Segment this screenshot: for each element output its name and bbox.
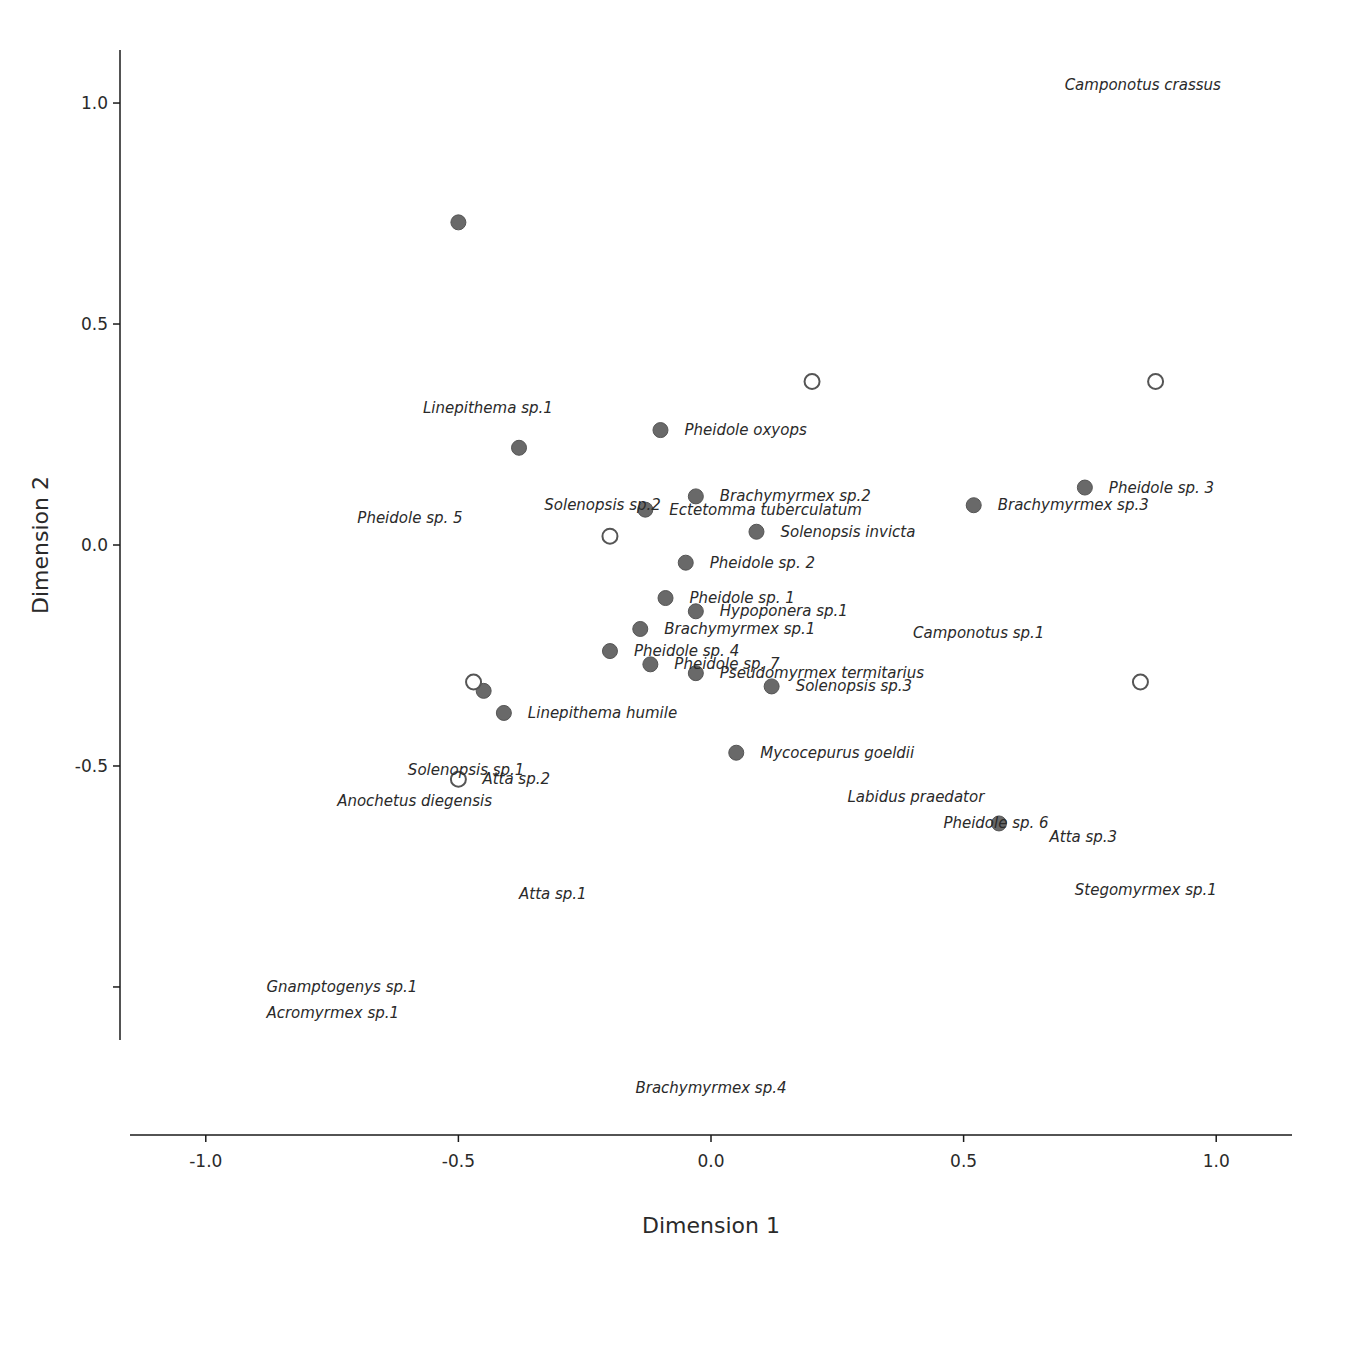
- filled-point: [653, 423, 668, 438]
- filled-point: [602, 644, 617, 659]
- chart: -0.5 0.0 0.5 1.0 Dimension 2 -1.0 -0.5 0.0 0.5 1.…: [0, 0, 1352, 1359]
- annotation: Camponotus crassus: [1065, 76, 1221, 94]
- x-tick: [205, 1135, 207, 1142]
- point-label: Linepithema humile: [528, 704, 677, 722]
- annotation: Acromyrmex sp.1: [265, 1004, 399, 1022]
- annotation: Gnamptogenys sp.1: [266, 978, 417, 996]
- background: [0, 0, 1352, 1359]
- x-tick-label: -1.0: [189, 1151, 222, 1171]
- open-point: [805, 374, 820, 389]
- y-tick: [113, 544, 120, 546]
- open-point: [1133, 675, 1148, 690]
- x-tick: [458, 1135, 460, 1142]
- x-tick-label: 0.5: [950, 1151, 977, 1171]
- x-tick: [963, 1135, 965, 1142]
- y-tick: [113, 102, 120, 104]
- point-label: Mycocepurus goeldii: [760, 744, 915, 762]
- annotation: Pheidole sp. 6: [943, 814, 1048, 832]
- x-tick: [1215, 1135, 1217, 1142]
- filled-point: [678, 555, 693, 570]
- filled-point: [729, 745, 744, 760]
- y-tick: [113, 323, 120, 325]
- annotation: Linepithema sp.1: [423, 399, 553, 417]
- x-tick: [710, 1135, 712, 1142]
- point-label: Hypoponera sp.1: [720, 602, 848, 620]
- open-point: [466, 675, 481, 690]
- annotation: Solenopsis sp.2: [544, 496, 661, 514]
- x-axis-label: Dimension 1: [642, 1213, 780, 1238]
- x-axis: -1.0 -0.5 0.0 0.5 1.0: [130, 1135, 1292, 1171]
- y-axis-label: Dimension 2: [28, 476, 53, 614]
- annotation: Labidus praedator: [847, 788, 985, 806]
- filled-point: [633, 621, 648, 636]
- filled-point: [496, 705, 511, 720]
- y-tick: [113, 986, 120, 988]
- filled-point: [1077, 480, 1092, 495]
- y-axis: -0.5 0.0 0.5 1.0: [75, 50, 120, 1040]
- y-tick-label: 1.0: [81, 93, 108, 113]
- points: [451, 215, 1163, 831]
- labels: Pheidole oxyopsBrachymyrmex sp.2Ectetomm…: [265, 76, 1221, 1096]
- filled-point: [512, 440, 527, 455]
- x-tick-label: 1.0: [1203, 1151, 1230, 1171]
- y-tick-label: 0.0: [81, 535, 108, 555]
- point-label: Pheidole sp. 3: [1109, 479, 1214, 497]
- annotation: Solenopsis sp.1: [408, 761, 525, 779]
- point-label: Brachymyrmex sp.1: [664, 620, 815, 638]
- y-tick: [113, 765, 120, 767]
- annotation: Stegomyrmex sp.1: [1075, 881, 1217, 899]
- point-label: Brachymyrmex sp.3: [998, 496, 1149, 514]
- open-point: [1148, 374, 1163, 389]
- annotation: Atta sp.3: [1048, 828, 1117, 846]
- annotation: Atta sp.1: [518, 885, 587, 903]
- annotation: Camponotus sp.1: [913, 624, 1044, 642]
- x-tick-label: 0.0: [697, 1151, 724, 1171]
- filled-point: [966, 498, 981, 513]
- point-label: Solenopsis invicta: [780, 523, 915, 541]
- point-label: Pheidole sp. 2: [710, 554, 815, 572]
- annotation: Pheidole sp. 5: [357, 509, 462, 527]
- annotation: Anochetus diegensis: [336, 792, 492, 810]
- point-label: Solenopsis sp.3: [796, 677, 913, 695]
- point-label: Ectetomma tuberculatum: [669, 501, 862, 519]
- annotation: Brachymyrmex sp.4: [635, 1079, 786, 1097]
- filled-point: [451, 215, 466, 230]
- filled-point: [658, 591, 673, 606]
- point-label: Pheidole oxyops: [684, 421, 806, 439]
- x-tick-label: -0.5: [442, 1151, 475, 1171]
- y-tick-label: -0.5: [75, 756, 108, 776]
- open-point: [602, 529, 617, 544]
- filled-point: [749, 524, 764, 539]
- y-tick-label: 0.5: [81, 314, 108, 334]
